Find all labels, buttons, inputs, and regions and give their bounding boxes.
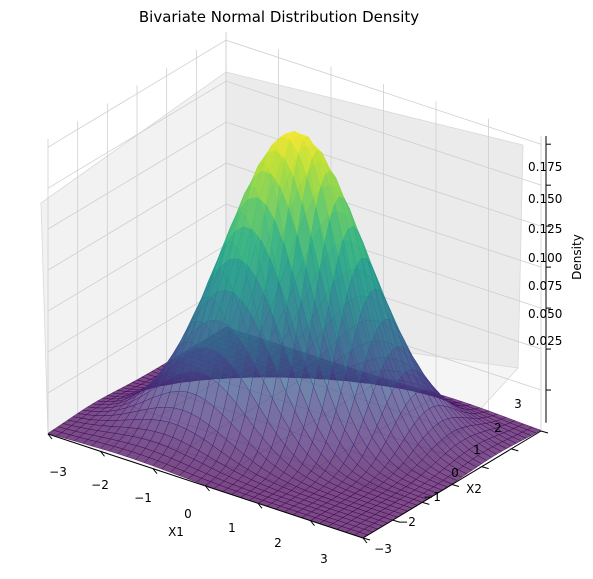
y-tick-label: −3 [374, 542, 392, 556]
y-tick-label: 0 [451, 466, 459, 480]
y-tick-label: −1 [423, 490, 441, 504]
x-tick-label: −1 [134, 491, 152, 505]
chart-title: Bivariate Normal Distribution Density [139, 8, 419, 26]
y-tick-mark [511, 449, 518, 451]
z-tick-label: 0.050 [528, 307, 562, 321]
x-tick-label: −2 [91, 478, 109, 492]
x-tick-label: 2 [274, 536, 282, 550]
z-axis-label: Density [570, 234, 584, 280]
z-tick-label: 0.175 [528, 160, 562, 174]
z-tick-label: 0.150 [528, 192, 562, 206]
y-tick-label: 2 [494, 421, 502, 435]
y-axis-label: X2 [466, 482, 482, 496]
x-tick-label: 3 [320, 552, 328, 566]
x-axis-label: X1 [168, 525, 184, 539]
z-tick-label: 0.025 [528, 334, 562, 348]
y-tick-label: −2 [398, 515, 416, 529]
y-tick-label: 3 [514, 397, 522, 411]
y-tick-mark [452, 485, 459, 487]
y-tick-mark [541, 431, 548, 433]
z-tick-label: 0.075 [528, 279, 562, 293]
x-tick-label: 0 [184, 507, 192, 521]
z-tick-label: 0.100 [528, 251, 562, 265]
z-tick-labels: 0.025 0.050 0.075 0.100 0.125 0.150 0.17… [528, 160, 562, 348]
z-tick-label: 0.125 [528, 222, 562, 236]
y-tick-label: 1 [473, 443, 481, 457]
x-tick-label: −3 [49, 465, 67, 479]
y-tick-mark [482, 467, 489, 469]
x-tick-label: 1 [228, 521, 236, 535]
